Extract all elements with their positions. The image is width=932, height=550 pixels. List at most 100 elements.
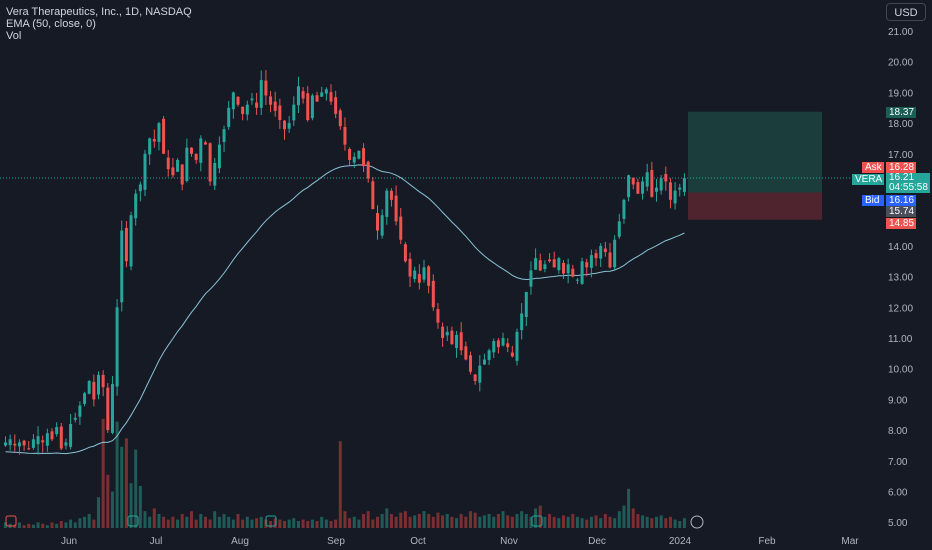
volume-bar bbox=[278, 519, 282, 528]
volume-bar bbox=[259, 516, 263, 528]
candle-body bbox=[324, 89, 328, 94]
volume-bar bbox=[445, 514, 449, 528]
volume-bar bbox=[450, 516, 454, 528]
candle-body bbox=[548, 259, 552, 262]
volume-bar bbox=[329, 521, 333, 528]
ask-value-tag: 16.28 bbox=[886, 162, 916, 173]
candle-body bbox=[589, 255, 593, 268]
volume-bar bbox=[562, 515, 565, 528]
candle-body bbox=[222, 129, 226, 143]
candle-body bbox=[608, 252, 612, 268]
y-tick-label: 20.00 bbox=[888, 58, 913, 69]
symbol-title[interactable]: Vera Therapeutics, Inc., 1D, NASDAQ bbox=[6, 6, 192, 18]
candle-body bbox=[496, 340, 500, 348]
candle-body bbox=[385, 190, 389, 217]
volume-bar bbox=[603, 514, 607, 528]
candle-body bbox=[673, 190, 677, 204]
volume-bar bbox=[650, 518, 654, 528]
volume-bar bbox=[613, 518, 617, 528]
currency-button[interactable]: USD bbox=[886, 3, 926, 21]
volume-bar bbox=[664, 518, 668, 528]
profit-zone bbox=[688, 111, 822, 193]
volume-bar bbox=[152, 508, 156, 528]
ema-indicator-label[interactable]: EMA (50, close, 0) bbox=[6, 18, 96, 30]
candle-body bbox=[8, 439, 12, 446]
volume-bar bbox=[324, 519, 328, 528]
x-tick-label: Sep bbox=[327, 536, 345, 547]
volume-bar bbox=[338, 441, 342, 528]
candle-body bbox=[134, 193, 138, 219]
entry-value-tag: 15.74 bbox=[886, 206, 916, 217]
candle-body bbox=[278, 105, 282, 121]
candle-body bbox=[208, 143, 212, 182]
candle-body bbox=[492, 341, 496, 353]
volume-bar bbox=[589, 516, 593, 528]
volume-bar bbox=[459, 514, 463, 528]
y-tick-label: 11.00 bbox=[888, 334, 913, 345]
candle-body bbox=[487, 350, 491, 360]
candle-body bbox=[185, 147, 189, 181]
candle-body bbox=[292, 104, 296, 121]
candle-body bbox=[36, 436, 40, 445]
candle-body bbox=[538, 260, 542, 271]
volume-bar bbox=[510, 516, 514, 528]
candle-body bbox=[259, 80, 263, 108]
volume-bar bbox=[352, 516, 356, 528]
volume-bar bbox=[92, 519, 96, 528]
volume-bar bbox=[101, 418, 105, 528]
candle-body bbox=[4, 442, 7, 446]
volume-bar bbox=[389, 514, 393, 528]
volume-bar bbox=[110, 491, 114, 528]
volume-bar bbox=[571, 514, 575, 528]
candle-body bbox=[64, 442, 68, 446]
candle-body bbox=[469, 355, 472, 372]
candle-body bbox=[227, 107, 231, 127]
volume-bar bbox=[287, 519, 291, 528]
candle-body bbox=[394, 195, 398, 222]
volume-bar bbox=[292, 518, 296, 528]
x-tick-label: Feb bbox=[758, 536, 776, 547]
candle-body bbox=[143, 153, 147, 190]
candle-body bbox=[641, 181, 645, 194]
candle-body bbox=[190, 147, 193, 154]
candle-body bbox=[557, 258, 561, 271]
volume-bar bbox=[180, 514, 184, 528]
x-tick-label: Mar bbox=[841, 536, 859, 547]
candle-body bbox=[362, 148, 366, 167]
candle-body bbox=[231, 92, 235, 110]
candle-body bbox=[203, 142, 207, 145]
volume-bar bbox=[599, 518, 603, 528]
volume-bar bbox=[4, 522, 7, 528]
candle-body bbox=[120, 230, 124, 303]
candle-body bbox=[599, 245, 603, 259]
volume-bar bbox=[296, 521, 300, 528]
volume-bar bbox=[176, 519, 180, 528]
volume-bar bbox=[371, 519, 375, 528]
ema-50-line bbox=[5, 164, 685, 455]
candle-body bbox=[13, 443, 17, 446]
volume-bar bbox=[250, 519, 254, 528]
candle-body bbox=[78, 405, 82, 417]
x-tick-label: Aug bbox=[231, 536, 249, 547]
volume-bar bbox=[385, 508, 389, 528]
candle-body bbox=[682, 178, 686, 192]
candle-body bbox=[138, 184, 142, 192]
candle-body bbox=[83, 393, 87, 404]
volume-bar bbox=[334, 519, 338, 528]
candle-body bbox=[310, 95, 314, 119]
volume-bar bbox=[166, 519, 170, 528]
volume-bar bbox=[394, 516, 398, 528]
volume-bar bbox=[97, 497, 100, 528]
volume-bar bbox=[575, 516, 579, 528]
candle-body bbox=[668, 182, 672, 200]
candle-body bbox=[255, 102, 259, 108]
earnings-event-icon bbox=[5, 515, 17, 527]
volume-indicator-label[interactable]: Vol bbox=[6, 30, 22, 42]
y-tick-label: 7.00 bbox=[888, 457, 908, 468]
candlesticks bbox=[4, 70, 686, 455]
volume-bar bbox=[115, 421, 119, 528]
earnings-event-icon bbox=[531, 515, 543, 527]
candle-body bbox=[482, 359, 486, 365]
volume-bar bbox=[315, 521, 319, 528]
